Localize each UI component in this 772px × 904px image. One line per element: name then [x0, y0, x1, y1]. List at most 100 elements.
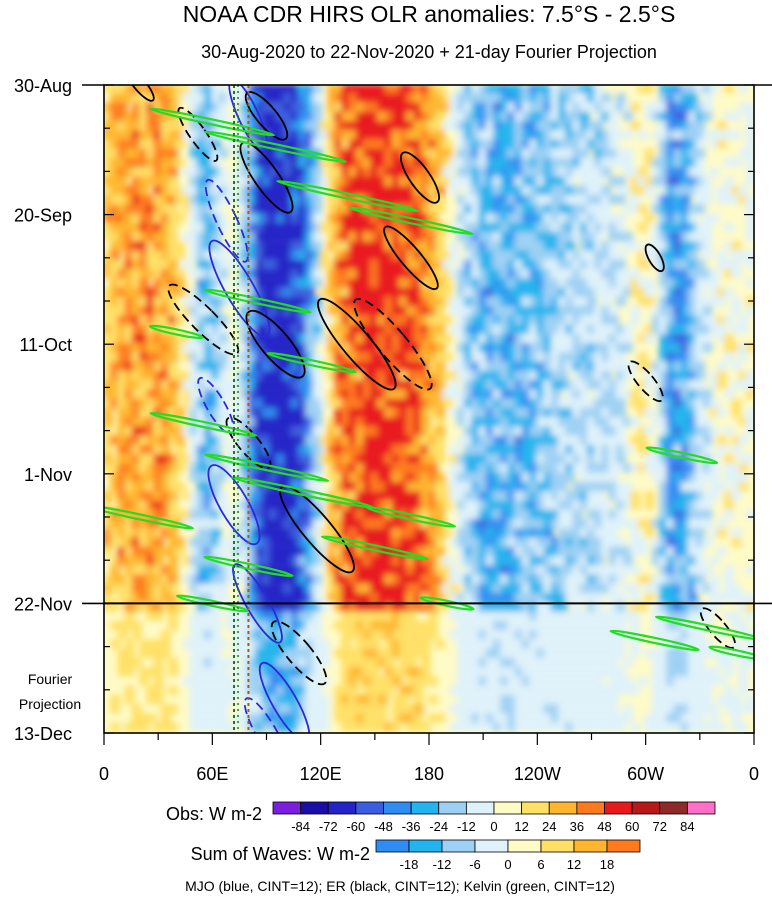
olr-cell	[543, 620, 554, 630]
olr-cell	[666, 472, 677, 482]
olr-cell	[594, 620, 605, 630]
olr-cell	[630, 176, 641, 186]
olr-cell	[261, 519, 272, 529]
olr-cell	[124, 370, 135, 380]
olr-cell	[290, 667, 301, 677]
olr-cell	[363, 287, 373, 297]
olr-cell	[233, 222, 243, 232]
olr-cell	[104, 130, 113, 140]
olr-cell	[536, 667, 547, 677]
olr-cell	[442, 574, 453, 584]
olr-cell	[514, 500, 525, 510]
olr-cell	[233, 148, 243, 158]
olr-cell	[500, 704, 511, 714]
olr-cell	[240, 713, 251, 723]
olr-cell	[507, 435, 518, 445]
olr-cell	[456, 139, 467, 149]
olr-cell	[536, 556, 547, 566]
olr-cell	[334, 185, 345, 195]
olr-cell	[153, 389, 164, 399]
olr-cell	[680, 472, 691, 482]
olr-cell	[428, 167, 438, 177]
olr-cell	[413, 232, 424, 242]
olr-cell	[507, 204, 518, 214]
olr-cell	[550, 213, 561, 223]
olr-cell	[218, 435, 229, 445]
olr-cell	[139, 713, 150, 723]
olr-cell	[124, 602, 135, 612]
olr-cell	[377, 111, 388, 121]
olr-cell	[529, 111, 540, 121]
olr-cell	[218, 556, 229, 566]
olr-cell	[500, 213, 511, 223]
olr-cell	[493, 158, 503, 168]
olr-cell	[196, 657, 207, 667]
olr-cell	[651, 713, 662, 723]
olr-cell	[680, 583, 691, 593]
olr-cell	[399, 315, 410, 325]
olr-cell	[196, 472, 207, 482]
olr-cell	[363, 565, 373, 575]
olr-cell	[384, 195, 395, 205]
olr-cell	[673, 472, 684, 482]
olr-cell	[131, 296, 142, 306]
olr-cell	[464, 537, 475, 547]
olr-cell	[146, 158, 157, 168]
olr-cell	[276, 426, 287, 436]
olr-cell	[276, 500, 287, 510]
olr-cell	[305, 222, 316, 232]
olr-cell	[550, 583, 561, 593]
olr-cell	[377, 380, 388, 390]
olr-cell	[536, 435, 547, 445]
olr-cell	[615, 296, 626, 306]
olr-cell	[334, 213, 345, 223]
olr-cell	[204, 333, 215, 343]
olr-cell	[514, 694, 525, 704]
olr-cell	[485, 417, 496, 427]
olr-cell	[312, 315, 323, 325]
olr-cell	[334, 528, 345, 538]
olr-cell	[175, 370, 186, 380]
olr-cell	[543, 352, 554, 362]
olr-cell	[391, 398, 402, 408]
olr-cell	[391, 315, 402, 325]
olr-cell	[305, 315, 316, 325]
olr-cell	[341, 472, 352, 482]
olr-cell	[579, 167, 590, 177]
olr-cell	[348, 93, 359, 103]
olr-cell	[558, 241, 568, 251]
olr-cell	[659, 537, 670, 547]
olr-cell	[514, 222, 525, 232]
olr-cell	[558, 333, 568, 343]
olr-cell	[601, 102, 612, 112]
olr-cell	[644, 102, 655, 112]
olr-cell	[160, 361, 171, 371]
olr-cell	[579, 445, 590, 455]
olr-cell	[507, 546, 518, 556]
olr-cell	[680, 204, 691, 214]
olr-cell	[370, 324, 381, 334]
olr-cell	[370, 148, 381, 158]
olr-cell	[579, 111, 590, 121]
olr-cell	[500, 722, 511, 732]
olr-cell	[247, 620, 258, 630]
olr-cell	[543, 704, 554, 714]
olr-cell	[485, 519, 496, 529]
olr-cell	[435, 454, 446, 464]
olr-cell	[572, 500, 583, 510]
olr-cell	[594, 685, 605, 695]
olr-cell	[240, 158, 251, 168]
olr-cell	[341, 213, 352, 223]
olr-cell	[644, 713, 655, 723]
olr-cell	[521, 232, 532, 242]
olr-cell	[666, 85, 677, 93]
olr-cell	[189, 232, 200, 242]
olr-cell	[298, 148, 308, 158]
olr-cell	[493, 222, 503, 232]
olr-cell	[326, 195, 337, 205]
olr-cell	[464, 620, 475, 630]
olr-cell	[507, 213, 518, 223]
olr-cell	[153, 296, 164, 306]
olr-cell	[254, 352, 265, 362]
olr-cell	[493, 713, 503, 723]
